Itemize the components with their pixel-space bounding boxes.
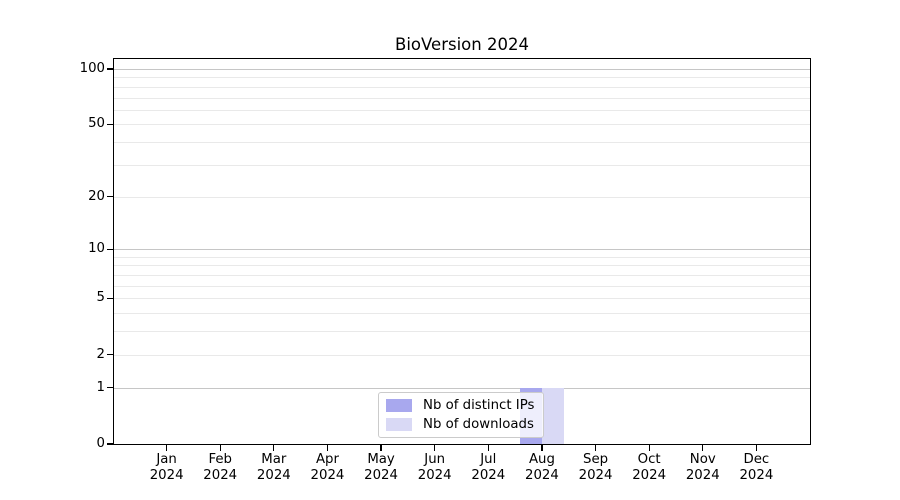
minor-gridline: [114, 86, 810, 88]
x-tick: [434, 444, 436, 451]
minor-gridline: [114, 97, 810, 99]
y-tick-label: 20: [88, 188, 105, 204]
x-tick-label: Jan 2024: [149, 452, 184, 483]
y-tick: [106, 248, 113, 250]
minor-gridline: [114, 109, 810, 111]
plot-area: [113, 58, 811, 445]
y-tick: [106, 354, 113, 356]
legend-label-distinct-ips: Nb of distinct IPs: [423, 398, 535, 413]
x-tick: [219, 444, 221, 451]
x-tick-label: Jun 2024: [417, 452, 452, 483]
y-tick-label: 2: [96, 346, 105, 362]
y-tick: [106, 196, 113, 198]
minor-gridline: [114, 164, 810, 166]
y-tick-label: 1: [96, 379, 105, 395]
x-tick-label: Apr 2024: [310, 452, 345, 483]
legend-item-distinct-ips: Nb of distinct IPs: [386, 398, 535, 413]
y-tick: [106, 443, 113, 445]
x-tick: [380, 444, 382, 451]
y-tick-label: 0: [96, 436, 105, 451]
bar-downloads: [541, 387, 564, 444]
major-gridline: [114, 68, 810, 70]
minor-gridline: [114, 313, 810, 315]
x-tick-label: Feb 2024: [203, 452, 238, 483]
minor-gridline: [114, 196, 810, 198]
x-tick: [648, 444, 650, 451]
chart-title: BioVersion 2024: [395, 35, 529, 54]
minor-gridline: [114, 354, 810, 356]
x-tick-label: May 2024: [364, 452, 398, 483]
legend-swatch-distinct-ips: [386, 399, 412, 412]
minor-gridline: [114, 124, 810, 126]
y-tick-label: 100: [79, 60, 105, 76]
y-tick: [106, 387, 113, 389]
x-tick: [541, 444, 543, 451]
minor-gridline: [114, 256, 810, 258]
x-tick-label: Dec 2024: [739, 452, 774, 483]
x-tick: [273, 444, 275, 451]
x-tick: [166, 444, 168, 451]
x-tick: [755, 444, 757, 451]
minor-gridline: [114, 331, 810, 333]
minor-gridline: [114, 298, 810, 300]
minor-gridline: [114, 142, 810, 144]
major-gridline: [114, 249, 810, 251]
legend-swatch-downloads: [386, 418, 412, 431]
x-tick-label: Sep 2024: [578, 452, 613, 483]
x-tick-label: Mar 2024: [256, 452, 291, 483]
major-gridline: [114, 387, 810, 389]
minor-gridline: [114, 285, 810, 287]
y-tick-label: 5: [96, 290, 105, 306]
x-tick: [326, 444, 329, 451]
x-tick-label: Oct 2024: [632, 452, 667, 483]
y-tick-label: 50: [88, 116, 105, 132]
x-tick-label: Nov 2024: [685, 452, 720, 483]
y-tick: [106, 123, 113, 126]
minor-gridline: [114, 77, 810, 79]
y-tick: [106, 68, 113, 70]
x-tick-label: Aug 2024: [525, 452, 559, 483]
y-tick-label: 10: [88, 241, 105, 257]
minor-gridline: [114, 275, 810, 277]
y-tick: [106, 297, 113, 299]
x-tick: [594, 444, 597, 451]
x-tick: [487, 444, 489, 451]
legend-item-downloads: Nb of downloads: [386, 417, 535, 432]
legend-label-downloads: Nb of downloads: [423, 417, 534, 432]
minor-gridline: [114, 265, 810, 267]
x-tick-label: Jul 2024: [471, 452, 506, 483]
x-tick: [702, 444, 704, 451]
legend: Nb of distinct IPs Nb of downloads: [378, 392, 544, 438]
